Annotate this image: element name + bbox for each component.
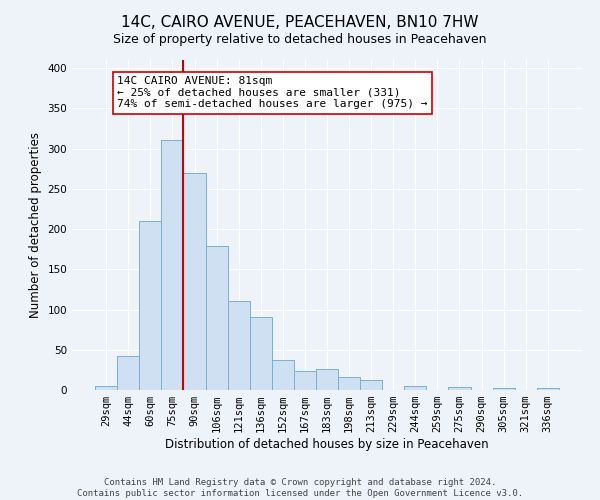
Bar bbox=[448, 387, 470, 390]
X-axis label: Distribution of detached houses by size in Peacehaven: Distribution of detached houses by size … bbox=[165, 438, 489, 451]
Text: Size of property relative to detached houses in Peacehaven: Size of property relative to detached ho… bbox=[113, 32, 487, 46]
Bar bbox=[360, 380, 382, 390]
Text: 14C, CAIRO AVENUE, PEACEHAVEN, BN10 7HW: 14C, CAIRO AVENUE, PEACEHAVEN, BN10 7HW bbox=[121, 15, 479, 30]
Bar bbox=[139, 221, 161, 390]
Y-axis label: Number of detached properties: Number of detached properties bbox=[29, 132, 42, 318]
Bar bbox=[404, 386, 427, 390]
Bar bbox=[95, 386, 117, 390]
Bar bbox=[272, 360, 294, 390]
Bar bbox=[206, 246, 227, 390]
Text: 14C CAIRO AVENUE: 81sqm
← 25% of detached houses are smaller (331)
74% of semi-d: 14C CAIRO AVENUE: 81sqm ← 25% of detache… bbox=[117, 76, 428, 110]
Bar bbox=[316, 369, 338, 390]
Bar bbox=[250, 317, 272, 390]
Bar bbox=[294, 370, 316, 390]
Bar bbox=[184, 172, 206, 390]
Bar bbox=[493, 388, 515, 390]
Bar bbox=[338, 377, 360, 390]
Bar bbox=[227, 302, 250, 390]
Text: Contains HM Land Registry data © Crown copyright and database right 2024.
Contai: Contains HM Land Registry data © Crown c… bbox=[77, 478, 523, 498]
Bar bbox=[117, 356, 139, 390]
Bar bbox=[161, 140, 184, 390]
Bar bbox=[537, 388, 559, 390]
